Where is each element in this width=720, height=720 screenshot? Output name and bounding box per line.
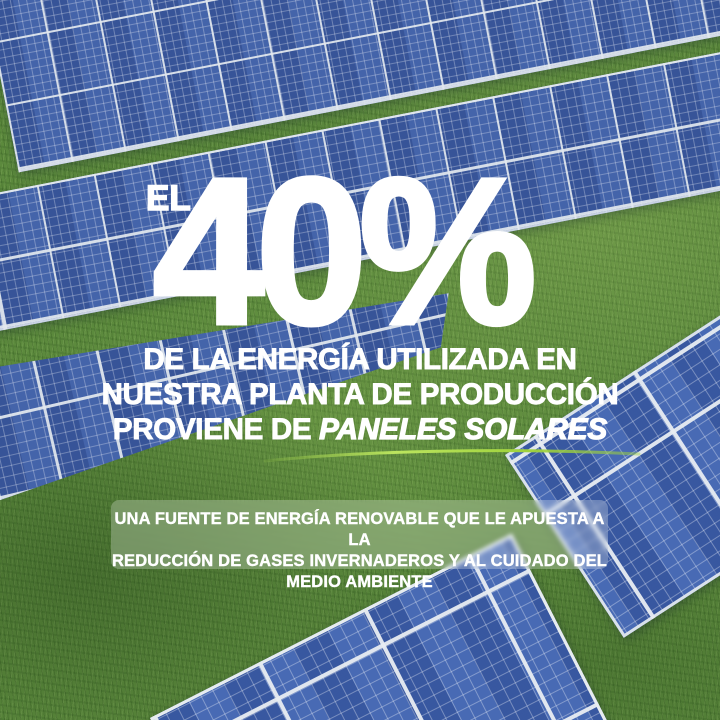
headline-line-1: DE LA ENERGÍA UTILIZADA EN [143,343,577,377]
badge-line-1: UNA FUENTE DE ENERGÍA RENOVABLE QUE LE A… [114,510,605,549]
stat-prefix: EL [145,178,191,219]
headline-emphasis: PANELES SOLARES [319,412,608,446]
swoosh-underline [263,449,641,463]
badge-line-2: REDUCCIÓN DE GASES INVERNADEROS Y AL CUI… [111,552,608,570]
badge-line-3: MEDIO AMBIENTE [286,573,433,591]
stat-value: 40% [151,136,540,368]
headline-line-2: NUESTRA PLANTA DE PRODUCCIÓN [101,378,619,412]
description-badge: UNA FUENTE DE ENERGÍA RENOVABLE QUE LE A… [111,500,608,591]
headline-line-3: PROVIENE DE PANELES SOLARES [0,412,720,447]
headline: DE LA ENERGÍA UTILIZADA EN NUESTRA PLANT… [0,342,720,447]
headline-line-3-prefix: PROVIENE DE [112,413,320,447]
